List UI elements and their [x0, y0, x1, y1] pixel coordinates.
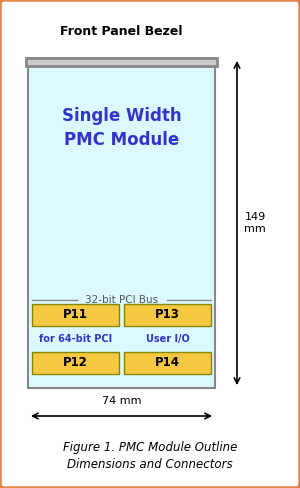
- Bar: [28, 58, 215, 388]
- Bar: [32, 304, 119, 326]
- Text: P11: P11: [63, 308, 88, 322]
- Text: P12: P12: [63, 357, 88, 369]
- Text: Figure 1. PMC Module Outline
Dimensions and Connectors: Figure 1. PMC Module Outline Dimensions …: [63, 441, 237, 471]
- Text: for 64-bit PCI: for 64-bit PCI: [39, 334, 112, 344]
- Text: Front Panel Bezel: Front Panel Bezel: [60, 25, 183, 38]
- Text: 149
mm: 149 mm: [244, 212, 266, 234]
- Bar: [124, 304, 211, 326]
- Text: P14: P14: [155, 357, 180, 369]
- Bar: [32, 352, 119, 374]
- Text: P13: P13: [155, 308, 180, 322]
- Text: 74 mm: 74 mm: [102, 396, 141, 406]
- Text: 32-bit PCI Bus: 32-bit PCI Bus: [85, 295, 158, 305]
- Bar: [124, 352, 211, 374]
- Text: User I/O: User I/O: [146, 334, 189, 344]
- Bar: [26, 58, 217, 66]
- Text: Single Width
PMC Module: Single Width PMC Module: [62, 107, 181, 149]
